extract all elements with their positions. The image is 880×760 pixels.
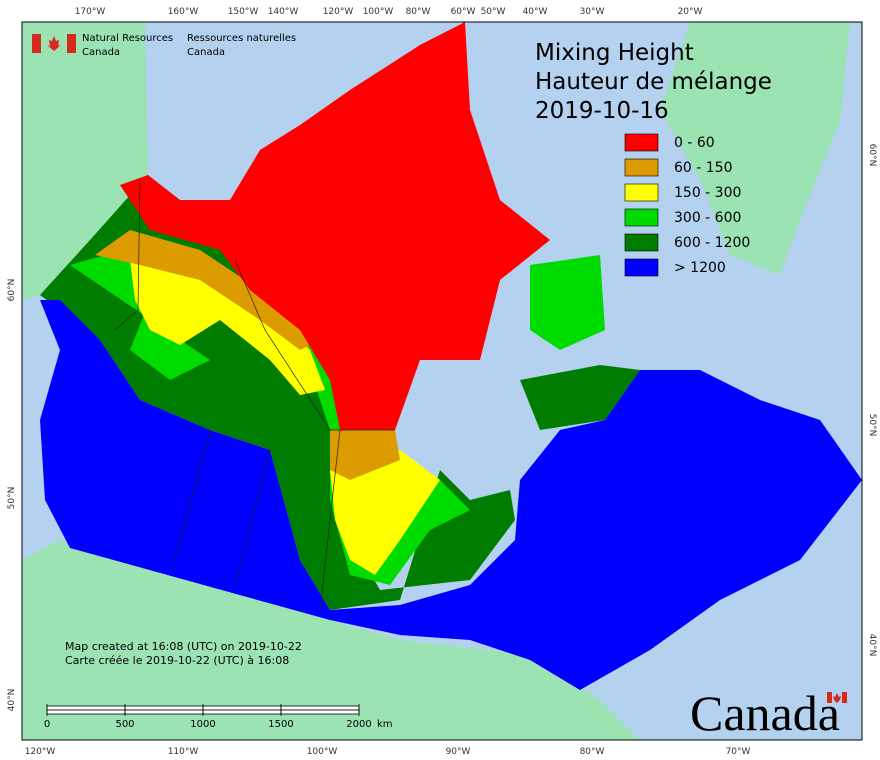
longitude-label: 30°W — [580, 7, 605, 17]
legend-swatch — [624, 183, 659, 202]
credit: Carte créée le 2019-10-22 (UTC) à 16:08 — [65, 654, 289, 667]
scale-segment — [46, 705, 126, 711]
legend-label: 60 - 150 — [674, 160, 733, 176]
land — [22, 22, 862, 740]
longitude-label: 90°W — [446, 747, 471, 757]
scale-label: 2000 — [346, 719, 371, 730]
scale-label: 500 — [115, 719, 134, 730]
latitude-label: 60°N — [7, 279, 17, 302]
title: 2019-10-16 — [535, 98, 669, 124]
zone-300-600-baffin — [530, 255, 605, 350]
zone-150-300-south — [330, 450, 440, 575]
maple-leaf — [47, 36, 61, 51]
legend-label: > 1200 — [674, 260, 726, 276]
flag-bar — [32, 34, 41, 53]
credit: Map created at 16:08 (UTC) on 2019-10-22 — [65, 640, 302, 653]
legend-swatch — [624, 208, 659, 227]
zone-600-1200-east — [520, 365, 640, 430]
longitude-label: 20°W — [678, 7, 703, 17]
frame — [21, 21, 863, 741]
flag-bar — [827, 692, 832, 703]
scale-unit: km — [377, 719, 393, 730]
zone-60-150 — [95, 230, 320, 350]
nrcan-logo — [32, 34, 76, 53]
longitude-label: 80°W — [406, 7, 431, 17]
scale-label: 0 — [44, 719, 50, 730]
scale-segment — [202, 705, 282, 711]
longitude-label: 50°W — [481, 7, 506, 17]
longitude-label: 40°W — [523, 7, 548, 17]
border — [234, 449, 271, 586]
border — [114, 179, 141, 331]
longitude-label: 70°W — [726, 747, 751, 757]
legend-label: 300 - 600 — [674, 210, 741, 226]
maple-leaf — [833, 693, 841, 703]
scale-segment — [46, 709, 126, 715]
zone-150-300 — [130, 260, 325, 395]
latitude-label: 60°N — [867, 144, 877, 167]
legend-swatch — [624, 158, 659, 177]
graticule: 170°W 160°W 150°W 140°W 120°W 100°W 80°W 60°W 50… — [7, 7, 877, 757]
longitude-label: 100°W — [307, 747, 338, 757]
flag-bar — [842, 692, 847, 703]
scale-segment — [280, 709, 360, 715]
scale-bar: 0 500 1000 1500 2000 km — [44, 704, 393, 730]
latitude-label: 50°N — [867, 414, 877, 437]
title: Mixing Height — [535, 40, 694, 66]
longitude-label: 170°W — [75, 7, 106, 17]
legend: 0 - 60 60 - 150 150 - 300 300 - 600 600 - 12… — [624, 133, 750, 277]
scale-label: 1500 — [268, 719, 293, 730]
scale-segment — [124, 705, 204, 711]
wordmark-flag — [827, 692, 847, 703]
longitude-label: 60°W — [451, 7, 476, 17]
province-borders — [114, 179, 395, 611]
flag-bar — [67, 34, 76, 53]
longitude-label: 80°W — [580, 747, 605, 757]
longitude-label: 110°W — [168, 747, 199, 757]
greenland — [660, 22, 850, 275]
wordmark: Canada — [690, 685, 840, 741]
latitude-label: 40°N — [7, 689, 17, 712]
usa — [22, 540, 640, 740]
legend-swatch — [624, 258, 659, 277]
alaska — [22, 22, 148, 300]
longitude-label: 120°W — [323, 7, 354, 17]
legend-label: 0 - 60 — [674, 135, 715, 151]
longitude-label: 150°W — [228, 7, 259, 17]
legend-swatch — [624, 133, 659, 152]
scale-segment — [280, 705, 360, 711]
border — [319, 429, 341, 611]
longitude-label: 160°W — [168, 7, 199, 17]
agency-en: Canada — [82, 47, 120, 58]
longitude-label: 100°W — [363, 7, 394, 17]
legend-swatch — [624, 233, 659, 252]
longitude-label: 120°W — [25, 747, 56, 757]
agency-fr: Ressources naturelles — [187, 33, 296, 44]
legend-label: 150 - 300 — [674, 185, 741, 201]
agency-en: Natural Resources — [82, 33, 173, 44]
border — [174, 429, 211, 561]
scale-segment — [202, 709, 282, 715]
scale-label: 1000 — [190, 719, 215, 730]
border — [234, 259, 395, 431]
latitude-label: 40°N — [867, 634, 877, 657]
longitude-label: 140°W — [268, 7, 299, 17]
latitude-label: 50°N — [7, 487, 17, 510]
zone-0-60 — [120, 22, 550, 430]
zone-1200 — [40, 300, 862, 690]
scale-segment — [124, 709, 204, 715]
legend-label: 600 - 1200 — [674, 235, 750, 251]
zone-60-150-south — [330, 430, 400, 480]
agency-fr: Canada — [187, 47, 225, 58]
title: Hauteur de mélange — [535, 69, 772, 95]
